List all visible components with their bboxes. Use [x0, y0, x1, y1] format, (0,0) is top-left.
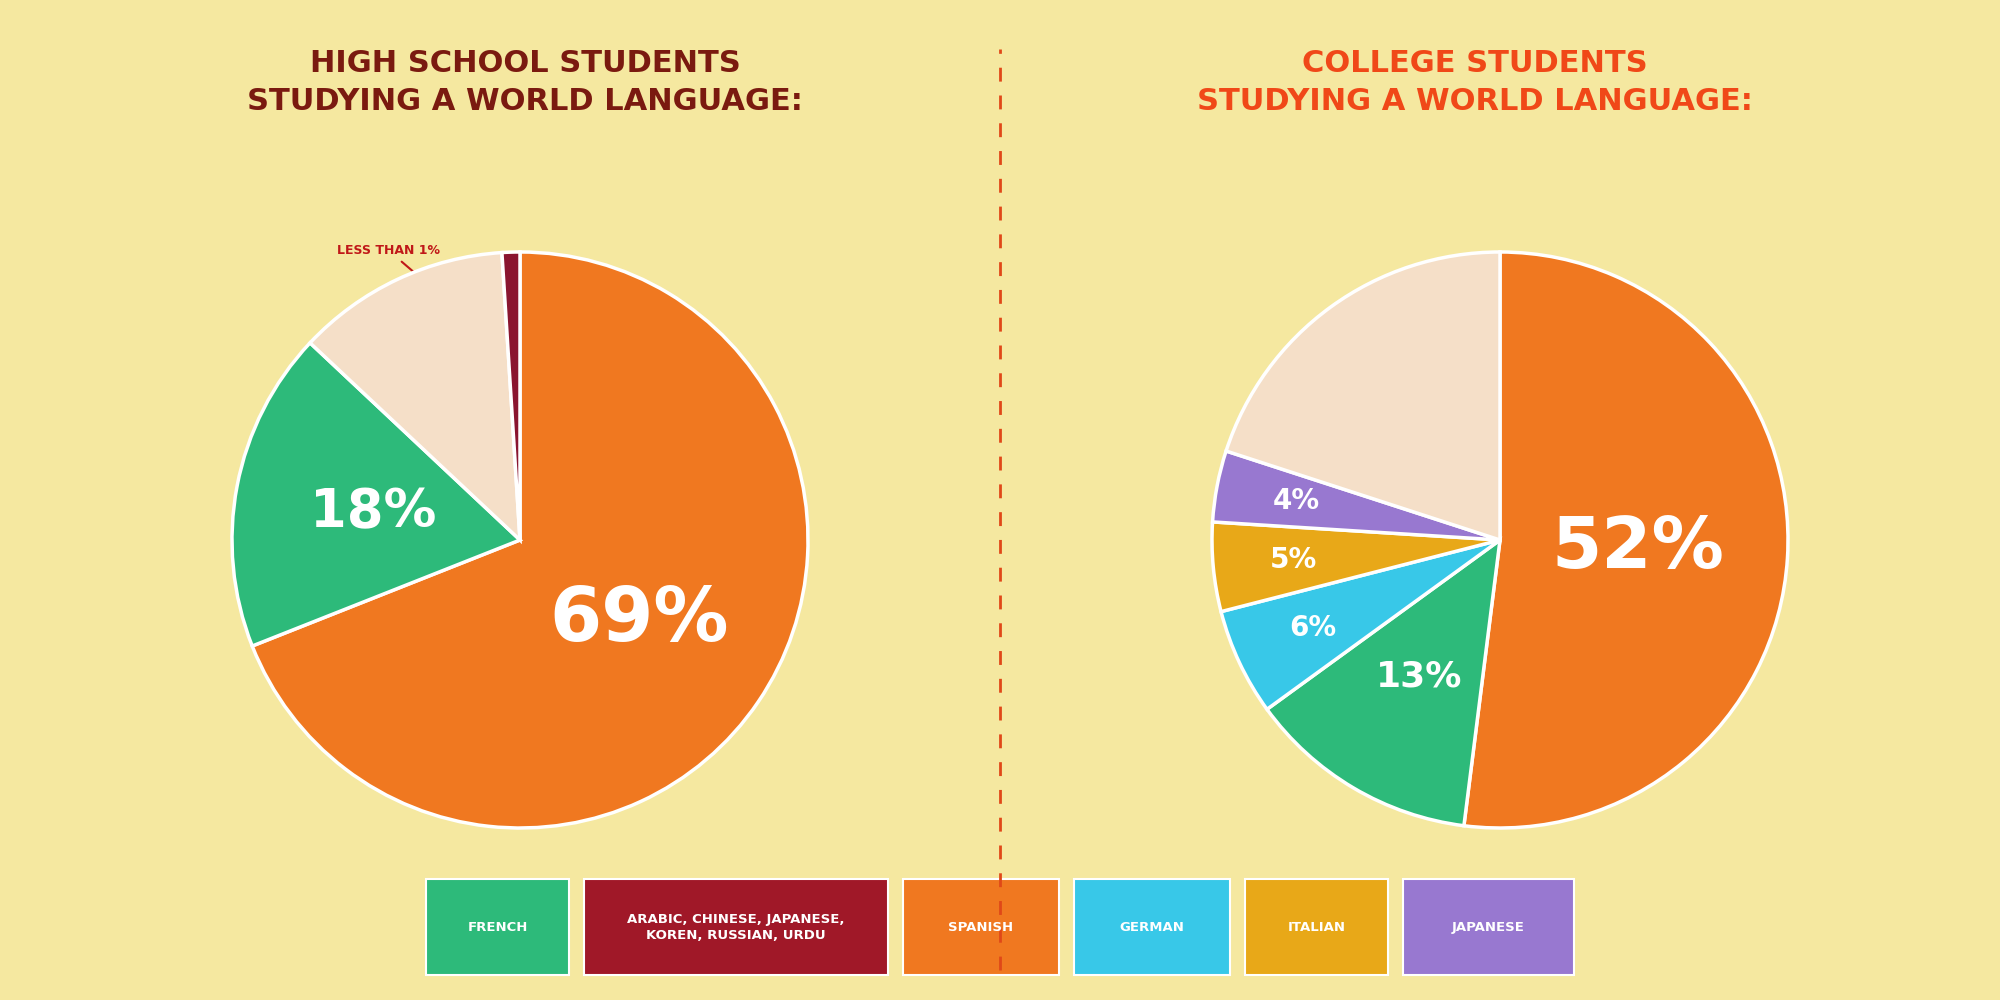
Wedge shape	[1212, 522, 1500, 612]
FancyBboxPatch shape	[1402, 879, 1574, 975]
FancyBboxPatch shape	[426, 879, 568, 975]
Text: 5%: 5%	[1270, 546, 1318, 574]
Wedge shape	[1464, 252, 1788, 828]
Wedge shape	[1212, 451, 1500, 540]
FancyBboxPatch shape	[904, 879, 1058, 975]
Text: JAPANESE: JAPANESE	[1452, 921, 1524, 934]
Text: 6%: 6%	[1288, 614, 1336, 642]
Wedge shape	[252, 252, 808, 828]
Text: SPANISH: SPANISH	[948, 921, 1014, 934]
Text: GERMAN: GERMAN	[1120, 921, 1184, 934]
Text: 69%: 69%	[550, 584, 728, 657]
Wedge shape	[232, 343, 520, 646]
Text: ITALIAN: ITALIAN	[1288, 921, 1346, 934]
Text: FRENCH: FRENCH	[468, 921, 528, 934]
Text: 4%: 4%	[1272, 487, 1320, 515]
Text: LESS THAN 1%: LESS THAN 1%	[338, 244, 504, 350]
Text: ARABIC, CHINESE, JAPANESE,
KOREN, RUSSIAN, URDU: ARABIC, CHINESE, JAPANESE, KOREN, RUSSIA…	[628, 913, 844, 942]
Wedge shape	[1268, 540, 1500, 826]
Wedge shape	[310, 253, 520, 540]
FancyBboxPatch shape	[584, 879, 888, 975]
FancyBboxPatch shape	[1246, 879, 1388, 975]
Text: COLLEGE STUDENTS
STUDYING A WORLD LANGUAGE:: COLLEGE STUDENTS STUDYING A WORLD LANGUA…	[1198, 49, 1752, 116]
Wedge shape	[1222, 540, 1500, 709]
Text: 52%: 52%	[1552, 514, 1724, 583]
Text: HIGH SCHOOL STUDENTS
STUDYING A WORLD LANGUAGE:: HIGH SCHOOL STUDENTS STUDYING A WORLD LA…	[248, 49, 802, 116]
FancyBboxPatch shape	[1074, 879, 1230, 975]
Wedge shape	[502, 252, 520, 540]
Wedge shape	[1226, 252, 1500, 540]
Text: 13%: 13%	[1376, 659, 1462, 693]
Text: 18%: 18%	[310, 486, 436, 538]
